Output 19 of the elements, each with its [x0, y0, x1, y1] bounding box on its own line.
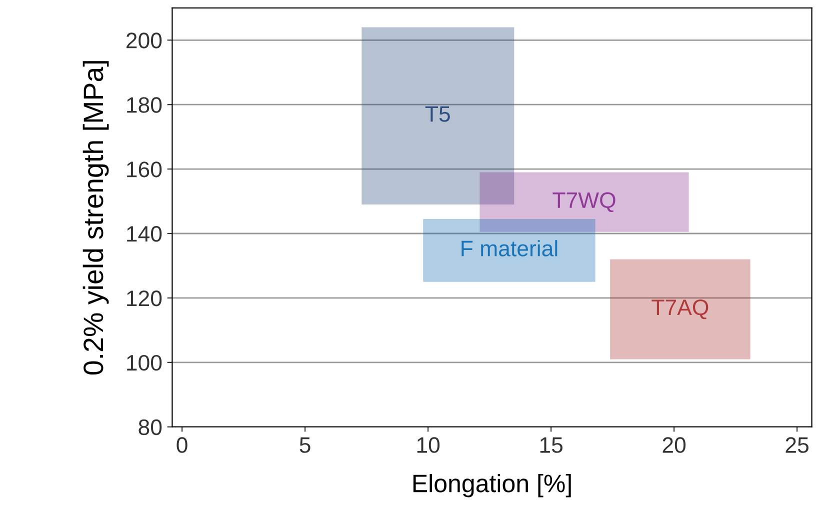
x-tick-label: 5 — [300, 437, 310, 453]
y-tick-label: 200 — [126, 32, 162, 48]
legend-label: T7WQ — [552, 192, 616, 212]
x-tick-label: 25 — [786, 437, 808, 453]
y-tick-label: 120 — [127, 290, 162, 306]
y-tick-label: 160 — [127, 162, 162, 178]
y-tick-label: 140 — [127, 226, 162, 242]
y-axis-title: 0.2% yield strength [MPa] — [82, 61, 109, 375]
legend-label: F material — [462, 240, 558, 256]
y-tick-label: 180 — [127, 97, 162, 113]
x-tick-label: 10 — [417, 437, 440, 453]
x-tick-label: 20 — [662, 437, 686, 453]
y-tick-label: 100 — [127, 354, 162, 371]
legend-label: T5 — [425, 106, 450, 122]
x-tick-label: 15 — [540, 437, 562, 453]
legend-label: T7AQ — [652, 299, 708, 320]
x-axis-title: Elongation [%] — [413, 474, 571, 498]
y-tick-label: 80 — [138, 419, 162, 436]
x-tick-label: 0 — [176, 437, 188, 453]
